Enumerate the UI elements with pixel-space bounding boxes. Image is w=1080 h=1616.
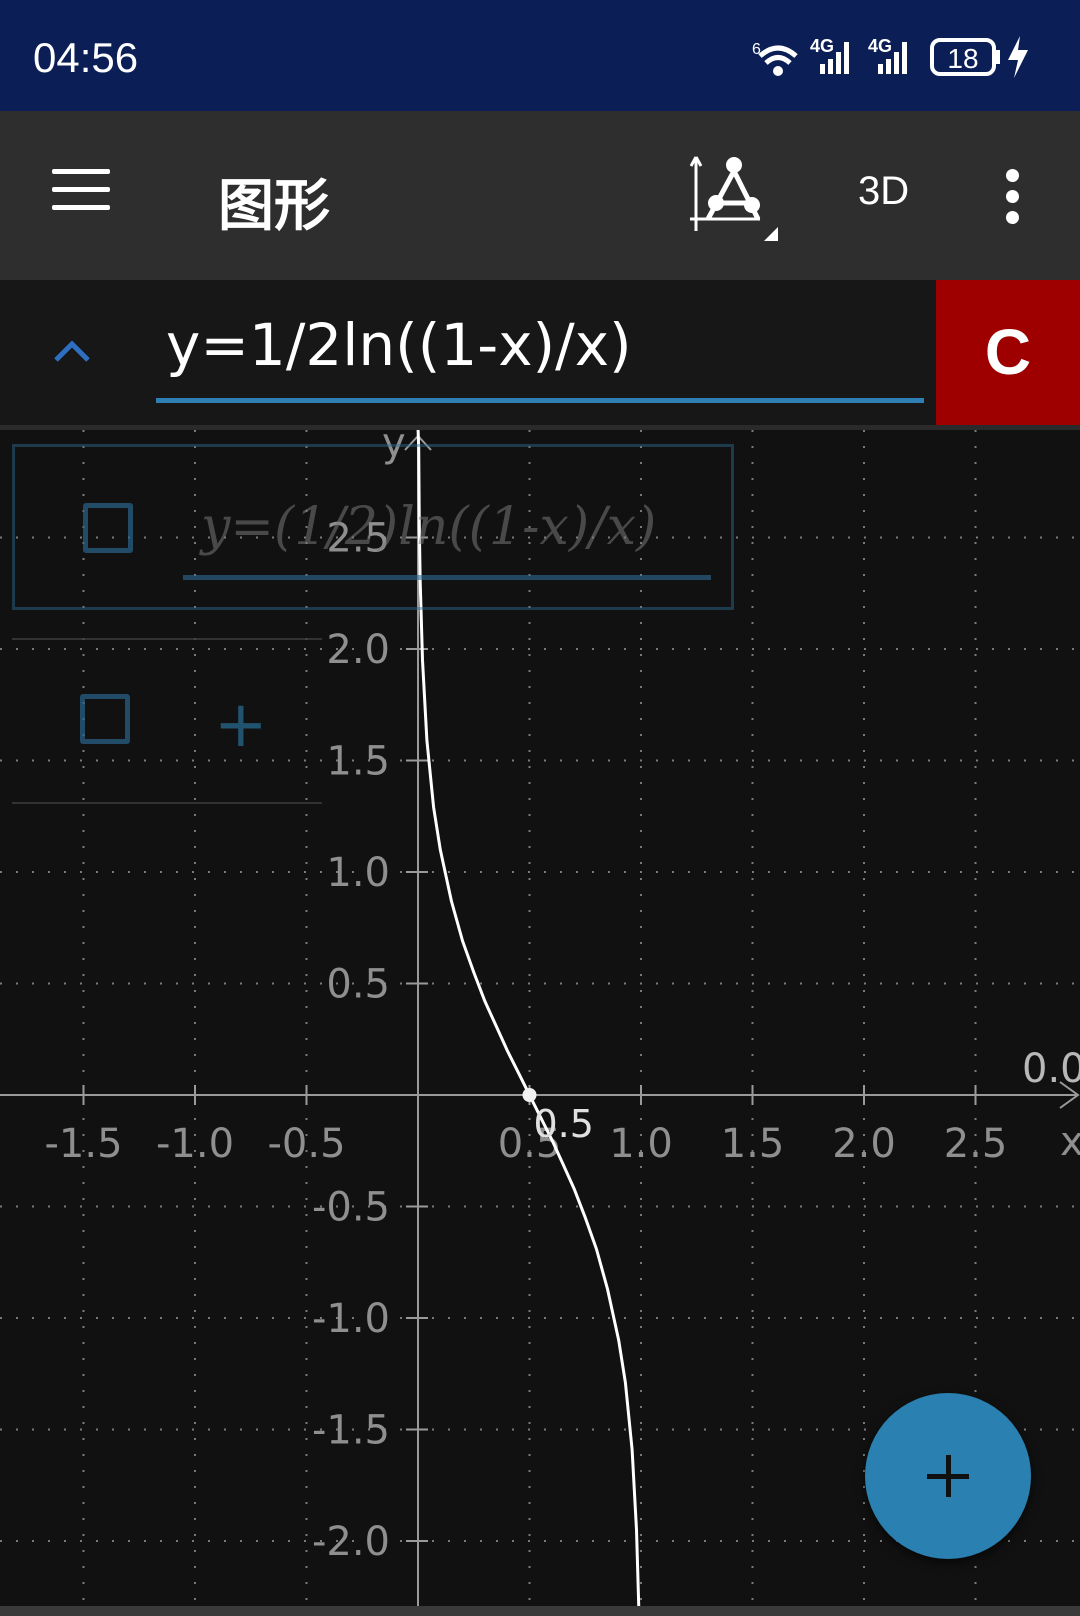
chevron-up-icon[interactable] bbox=[52, 336, 92, 366]
expression-input-underline bbox=[156, 398, 924, 403]
geometry-tool-icon[interactable] bbox=[690, 153, 782, 243]
x-tick-label: 2.5 bbox=[944, 1121, 1008, 1167]
wifi-icon: 6 bbox=[752, 41, 798, 76]
list-expression-underline bbox=[183, 575, 711, 580]
x-axis-label: x bbox=[1060, 1119, 1080, 1165]
add-fab-button[interactable] bbox=[865, 1393, 1031, 1559]
x-tick-label: -1.0 bbox=[156, 1121, 234, 1167]
svg-text:4G: 4G bbox=[810, 36, 834, 56]
svg-text:18: 18 bbox=[947, 43, 978, 74]
zero-point-label: 0.5 bbox=[534, 1102, 594, 1146]
y-tick-label: 0.5 bbox=[326, 962, 390, 1008]
y-tick-label: -0.5 bbox=[312, 1185, 390, 1231]
status-icons: 6 4G 4G 18 bbox=[752, 36, 1028, 78]
bottom-border bbox=[0, 1606, 1080, 1616]
expression-input-bar: y=1/2ln((1-x)/x) C bbox=[0, 280, 1080, 425]
status-bar: 04:56 6 4G 4G 18 bbox=[0, 0, 1080, 111]
graph-top-border bbox=[0, 425, 1080, 430]
zero-point[interactable] bbox=[522, 1088, 537, 1102]
3d-mode-button[interactable]: 3D bbox=[858, 169, 910, 213]
status-time: 04:56 bbox=[33, 34, 139, 81]
svg-text:6: 6 bbox=[752, 41, 761, 58]
new-item-checkbox[interactable] bbox=[80, 694, 130, 744]
origin-label: 0.0 bbox=[1022, 1046, 1080, 1092]
app-bar: 图形 3D bbox=[0, 111, 1080, 280]
svg-text:4G: 4G bbox=[868, 36, 892, 56]
charging-icon bbox=[1008, 36, 1028, 78]
y-tick-label: 1.5 bbox=[326, 739, 390, 785]
expression-list-item[interactable]: y=(1/2)ln((1-x)/x) bbox=[12, 444, 734, 610]
x-tick-label: 1.0 bbox=[609, 1121, 673, 1167]
y-tick-label: 2.0 bbox=[326, 627, 390, 673]
more-vertical-icon[interactable] bbox=[1003, 169, 1023, 225]
graph-canvas[interactable]: y x 0.0 -1.5 -1.0 -0.5 0.5 1.0 1.5 2.0 2.5 2.5 2.… bbox=[0, 430, 1080, 1606]
list-expression[interactable]: y=(1/2)ln((1-x)/x) bbox=[201, 497, 657, 557]
signal-icon: 4G bbox=[868, 36, 907, 74]
clear-button[interactable]: C bbox=[936, 280, 1080, 425]
tick-labels: -1.5 -1.0 -0.5 0.5 1.0 1.5 2.0 2.5 2.5 2.0 1.5 1.0 0… bbox=[44, 516, 1007, 1566]
y-axis-label: y bbox=[382, 430, 406, 466]
x-tick-label: -1.5 bbox=[44, 1121, 122, 1167]
signal-icon: 4G bbox=[810, 36, 849, 74]
y-tick-label: -1.5 bbox=[312, 1408, 390, 1454]
add-expression-icon[interactable]: + bbox=[214, 688, 268, 762]
y-tick-label: 2.5 bbox=[326, 516, 390, 562]
y-tick-label: -2.0 bbox=[312, 1519, 390, 1565]
expression-list-new-item bbox=[12, 638, 322, 804]
axes: y x 0.0 bbox=[0, 430, 1080, 1606]
x-tick-label: -0.5 bbox=[267, 1121, 345, 1167]
x-axis-arrow bbox=[1059, 1081, 1080, 1109]
expression-input[interactable]: y=1/2ln((1-x)/x) bbox=[166, 311, 632, 379]
menu-icon[interactable] bbox=[52, 169, 114, 221]
y-tick-label: -1.0 bbox=[312, 1296, 390, 1342]
function-curve[interactable] bbox=[416, 430, 641, 1606]
visibility-checkbox[interactable] bbox=[83, 503, 133, 553]
x-tick-label: 2.0 bbox=[832, 1121, 896, 1167]
y-tick-label: 1.0 bbox=[326, 850, 390, 896]
battery-icon: 18 bbox=[930, 38, 1000, 76]
app-title: 图形 bbox=[218, 174, 330, 239]
x-tick-label: 0.5 bbox=[498, 1121, 562, 1167]
x-tick-label: 1.5 bbox=[721, 1121, 785, 1167]
